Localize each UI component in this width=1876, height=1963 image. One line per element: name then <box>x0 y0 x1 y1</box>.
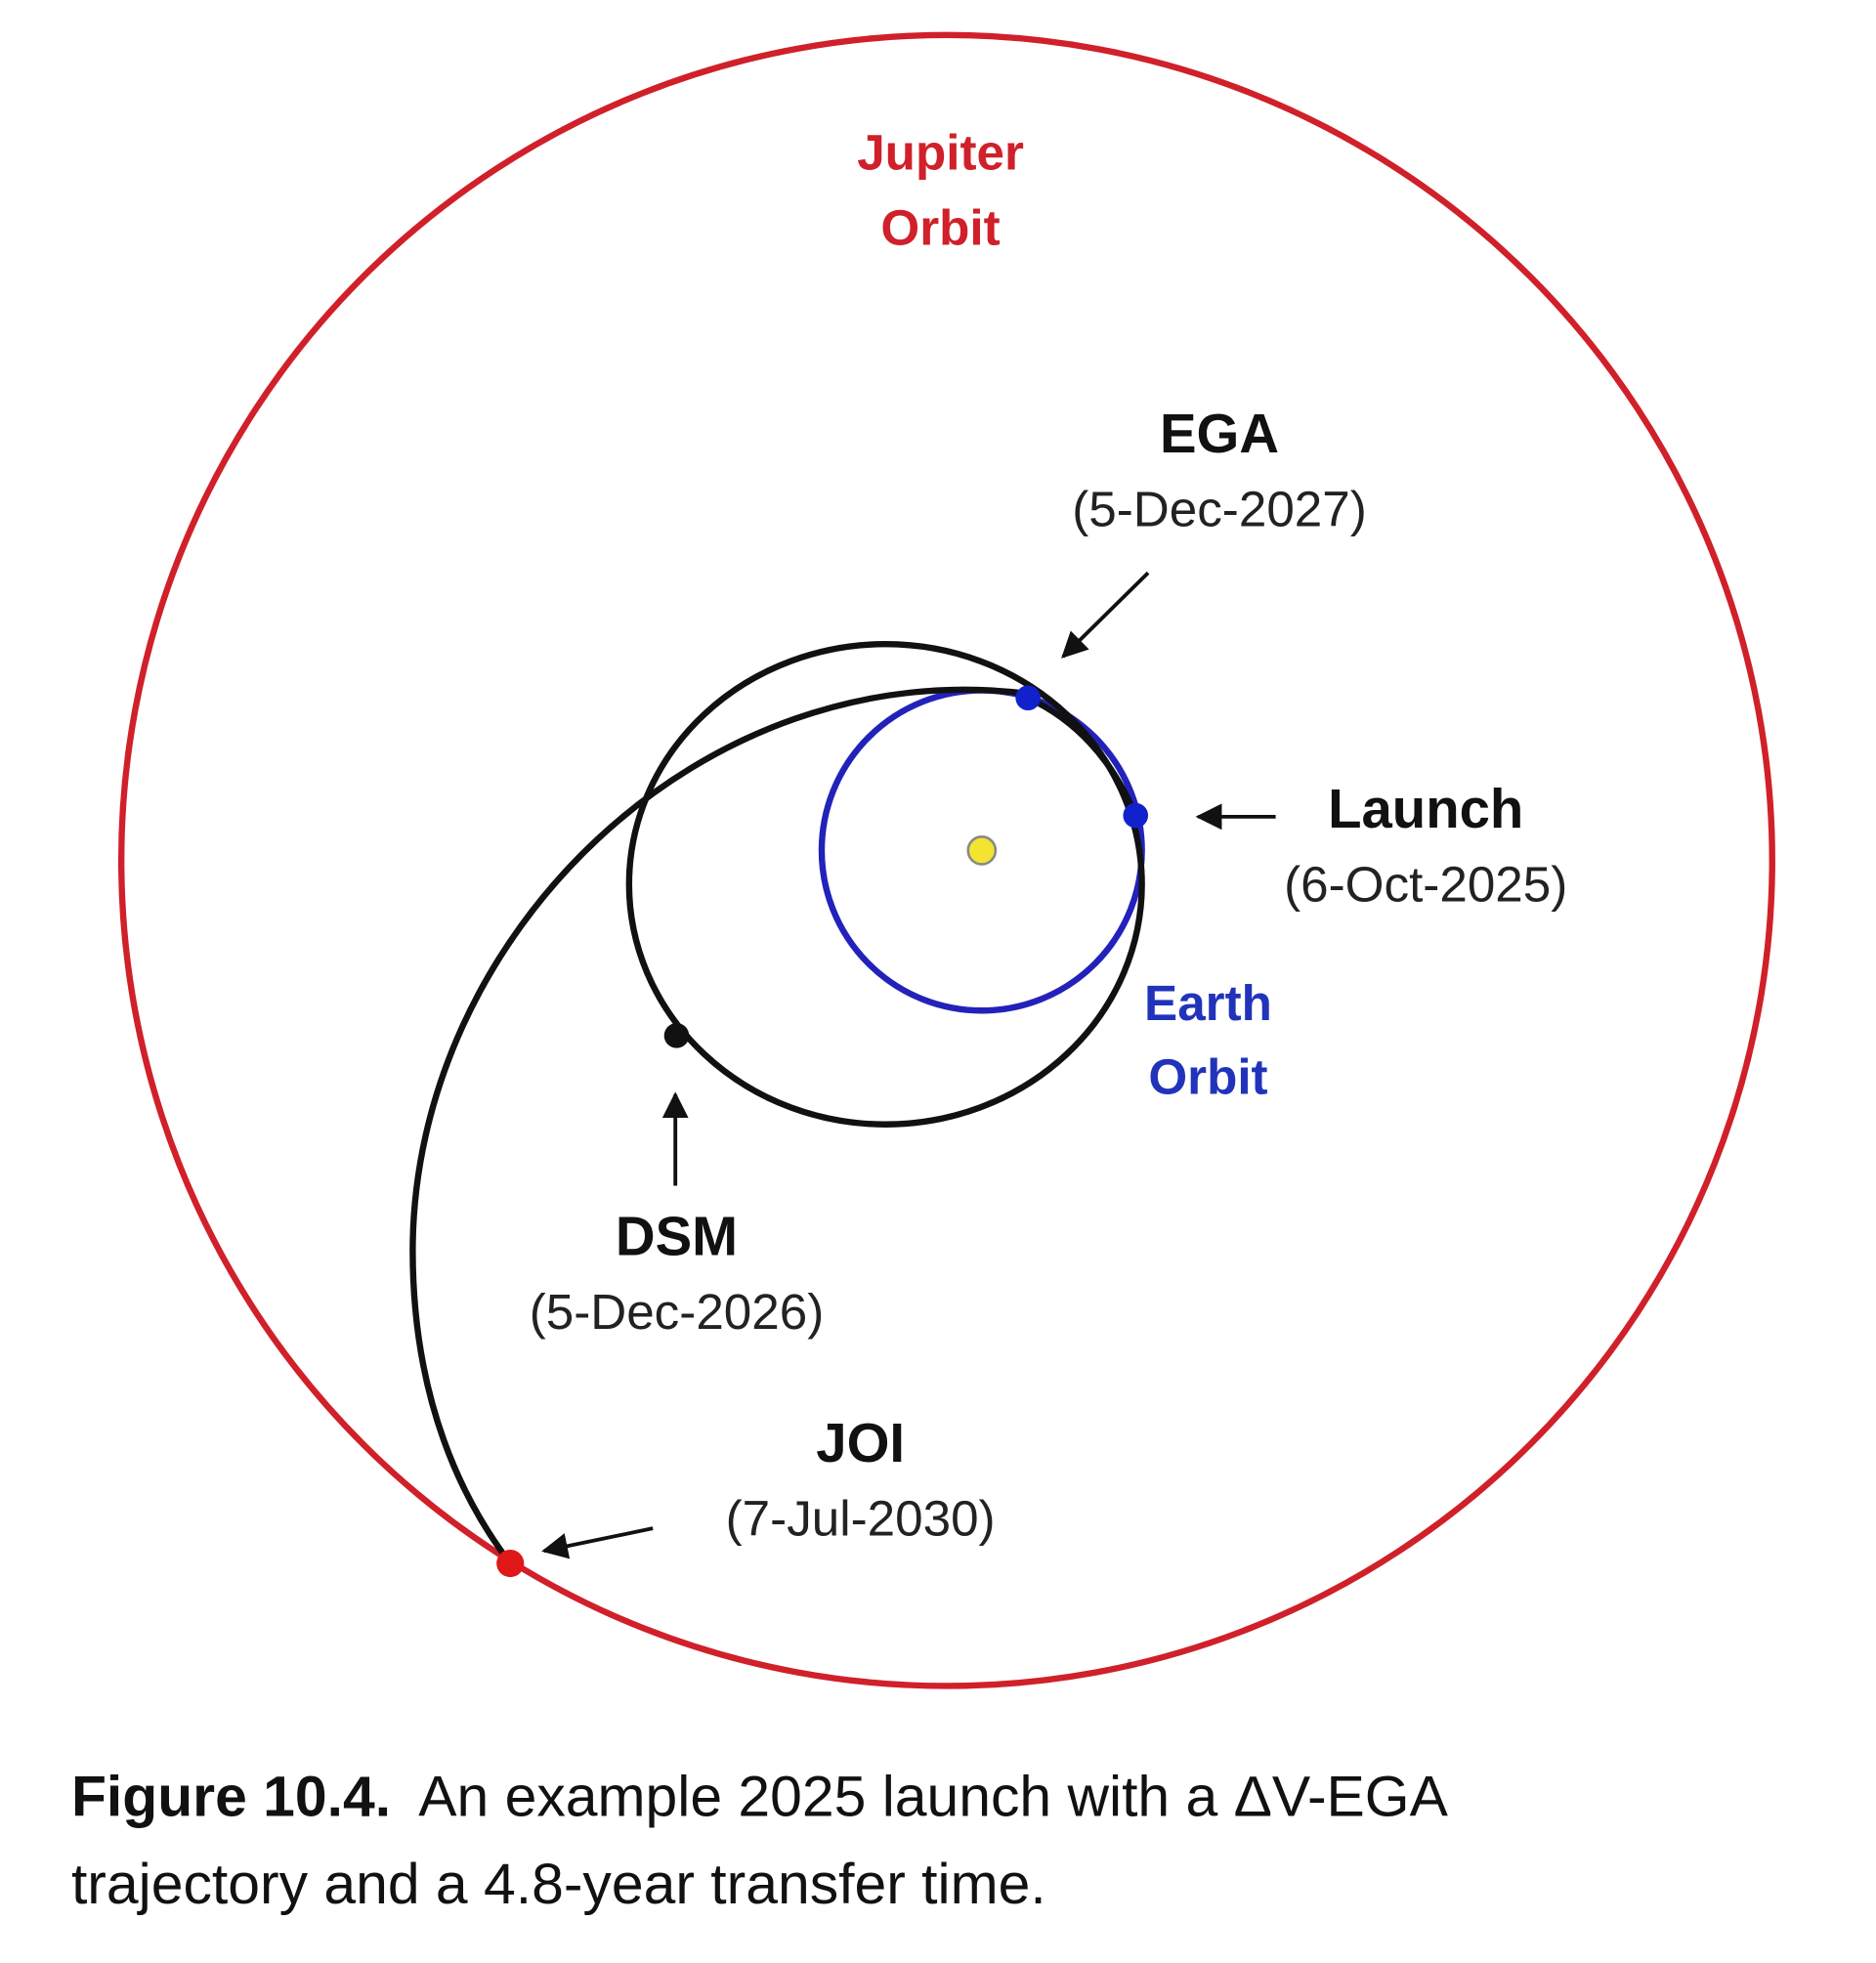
transfer-arc <box>409 686 1033 1565</box>
launch-arc <box>1026 695 1139 817</box>
event-date: (5-Dec-2027) <box>1072 481 1367 536</box>
caption: Figure 10.4. An example 2025 launch with … <box>71 1766 1449 1829</box>
event-date: (6-Oct-2025) <box>1284 856 1567 912</box>
arrow <box>1061 571 1150 659</box>
event-name: JOI <box>816 1412 905 1473</box>
orbit-label: Earth <box>1144 975 1272 1031</box>
launch-point <box>1123 802 1149 829</box>
event-name: Launch <box>1328 778 1523 839</box>
arrow <box>541 1526 654 1559</box>
sun <box>966 835 998 866</box>
caption-label: Figure 10.4. <box>71 1766 391 1829</box>
jupiter-orbit <box>117 31 1775 1689</box>
joi-point <box>496 1549 525 1578</box>
ega-point <box>1015 685 1041 711</box>
orbit-label: Orbit <box>880 199 1000 255</box>
event-date: (5-Dec-2026) <box>530 1284 825 1340</box>
caption-text: trajectory and a 4.8-year transfer time. <box>71 1853 1046 1916</box>
event-name: EGA <box>1160 403 1279 464</box>
resonant-loop <box>625 641 1145 1128</box>
orbit-label: Orbit <box>1148 1048 1267 1104</box>
orbit-label: Jupiter <box>857 125 1024 181</box>
event-date: (7-Jul-2030) <box>726 1490 996 1546</box>
dsm-point <box>663 1023 690 1048</box>
caption-text: An example 2025 launch with a ΔV-EGA <box>418 1766 1448 1829</box>
event-name: DSM <box>616 1206 738 1267</box>
